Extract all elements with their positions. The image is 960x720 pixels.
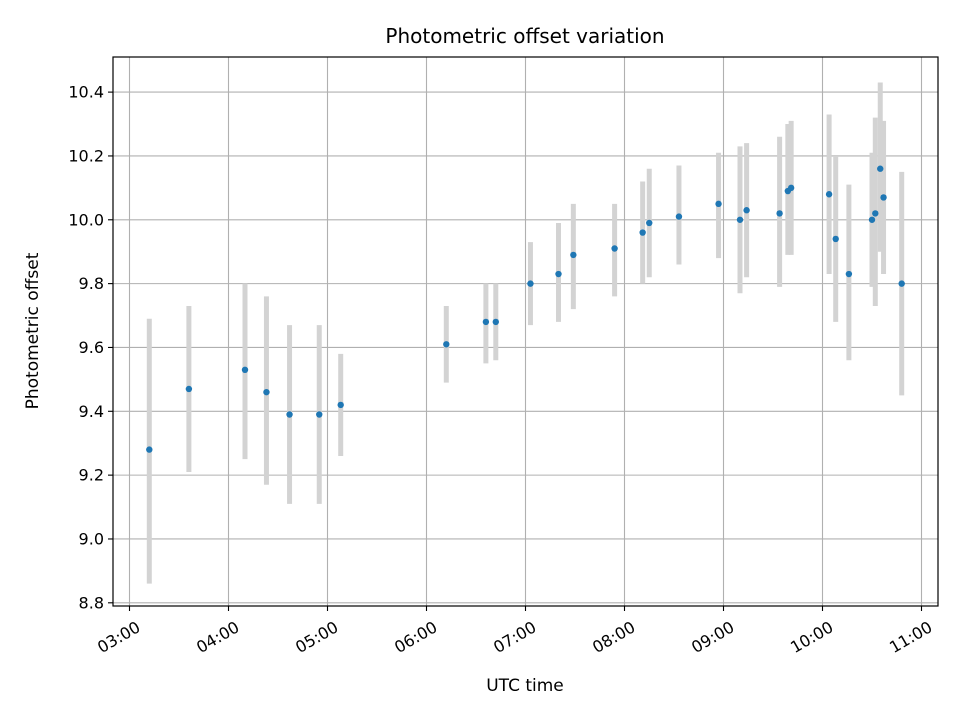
data-point bbox=[776, 210, 783, 217]
data-point bbox=[185, 385, 193, 393]
y-tick-label: 9.6 bbox=[79, 338, 104, 357]
data-point bbox=[675, 213, 683, 220]
data-point bbox=[241, 366, 249, 374]
plot-area bbox=[112, 56, 939, 607]
data-point bbox=[146, 446, 153, 453]
y-axis: 8.8 9.0 9.2 9.4 9.6 9.8 10.0 10.2 10.4 bbox=[68, 83, 113, 612]
data-point bbox=[877, 165, 884, 172]
data-point bbox=[715, 200, 722, 208]
data-point bbox=[555, 270, 562, 278]
y-tick-label: 10.4 bbox=[68, 83, 104, 102]
data-point bbox=[443, 341, 450, 348]
data-point bbox=[872, 210, 879, 217]
data-point bbox=[787, 184, 795, 192]
data-point bbox=[646, 219, 653, 227]
data-point bbox=[880, 194, 887, 201]
y-tick-label: 10.2 bbox=[68, 146, 104, 165]
y-tick-label: 9.4 bbox=[79, 402, 104, 421]
data-point bbox=[492, 318, 499, 326]
y-axis-title: Photometric offset bbox=[23, 252, 43, 409]
data-point bbox=[527, 280, 534, 287]
data-point bbox=[316, 411, 323, 418]
y-tick-label: 9.0 bbox=[79, 529, 104, 548]
data-point bbox=[736, 216, 744, 223]
data-point bbox=[482, 318, 490, 326]
grid-layer bbox=[113, 57, 938, 606]
data-point bbox=[832, 235, 839, 243]
data-point bbox=[868, 216, 876, 223]
data-point bbox=[286, 411, 293, 418]
data-point bbox=[337, 401, 344, 409]
y-tick-label: 10.0 bbox=[68, 210, 104, 229]
chart-title: Photometric offset variation bbox=[385, 24, 664, 48]
data-point bbox=[570, 251, 577, 259]
y-tick-label: 8.8 bbox=[79, 593, 104, 612]
x-axis-title: UTC time bbox=[486, 676, 564, 696]
point-layer bbox=[146, 165, 905, 453]
y-tick-label: 9.2 bbox=[79, 466, 104, 485]
y-tick-label: 9.8 bbox=[79, 274, 104, 293]
data-point bbox=[639, 229, 646, 236]
data-point bbox=[263, 388, 270, 396]
data-point bbox=[743, 207, 750, 214]
data-point bbox=[845, 270, 853, 278]
data-point bbox=[611, 245, 618, 252]
data-point bbox=[898, 280, 905, 287]
data-point bbox=[825, 191, 833, 198]
